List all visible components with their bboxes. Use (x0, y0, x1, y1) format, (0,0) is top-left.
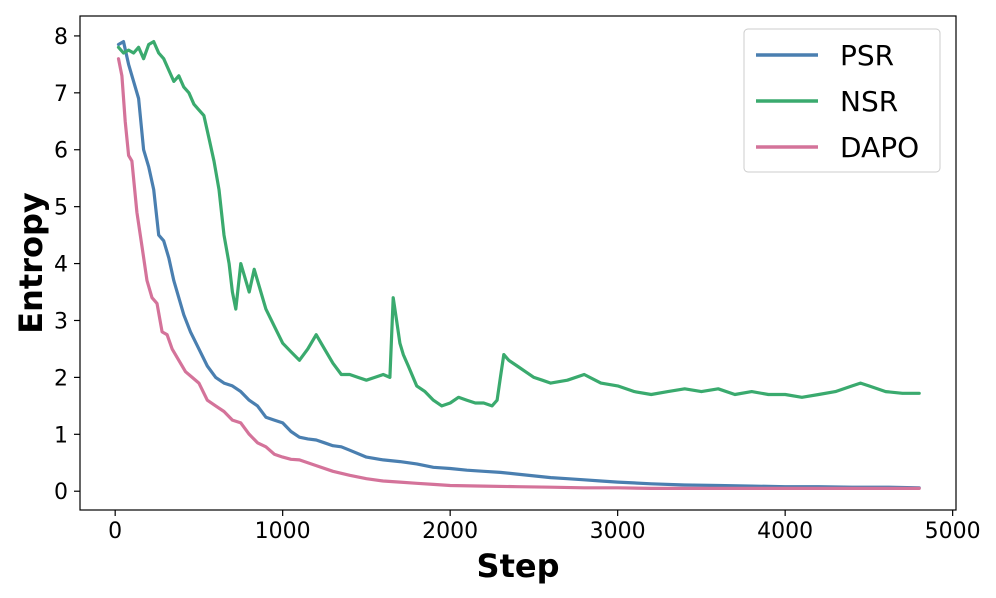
x-tick-label: 5000 (925, 519, 981, 544)
x-tick-label: 4000 (757, 519, 813, 544)
series-line-psr (116, 40, 921, 490)
y-tick-label: 2 (54, 366, 68, 391)
y-tick-label: 0 (54, 480, 68, 505)
legend-label-nsr: NSR (840, 85, 898, 118)
x-tick-label: 1000 (255, 519, 311, 544)
y-tick-label: 8 (54, 25, 68, 50)
series-line-dapo (116, 57, 921, 490)
x-axis-ticks: 0 1000 2000 3000 4000 5000 (108, 510, 981, 544)
legend-label-dapo: DAPO (840, 131, 919, 164)
series-layer (116, 40, 921, 490)
legend: PSR NSR DAPO (743, 28, 941, 173)
y-tick-label: 5 (54, 196, 68, 221)
legend-box (743, 28, 941, 173)
x-tick-label: 3000 (590, 519, 646, 544)
series-line-nsr (116, 40, 921, 408)
x-axis-label: Step (477, 547, 560, 585)
legend-label-psr: PSR (840, 39, 894, 72)
y-tick-label: 1 (54, 423, 68, 448)
legend-items: PSR NSR DAPO (756, 39, 919, 164)
y-axis-ticks: 0 1 2 3 4 5 6 7 8 (54, 25, 80, 505)
y-tick-label: 7 (54, 82, 68, 107)
y-tick-label: 3 (54, 309, 68, 334)
x-tick-label: 2000 (422, 519, 478, 544)
y-tick-label: 6 (54, 139, 68, 164)
y-tick-label: 4 (54, 253, 68, 278)
x-tick-label: 0 (108, 519, 122, 544)
y-axis-label: Entropy (12, 192, 50, 334)
